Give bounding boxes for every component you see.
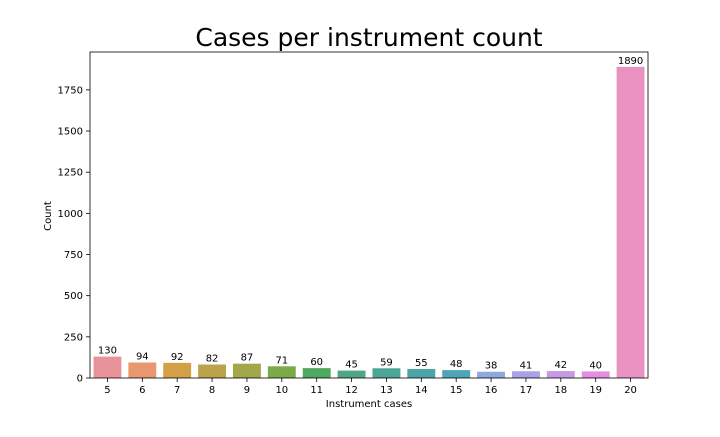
data-label-19: 40 (589, 360, 602, 371)
x-tick-label-18: 18 (554, 385, 567, 396)
x-tick-label-8: 8 (209, 385, 215, 396)
x-tick-label-12: 12 (345, 385, 358, 396)
x-tick-label-10: 10 (275, 385, 288, 396)
data-label-16: 38 (485, 361, 498, 372)
bar-7 (163, 362, 192, 378)
bar-11 (302, 368, 331, 378)
x-tick-label-17: 17 (520, 385, 533, 396)
bar-9 (232, 363, 261, 378)
data-label-18: 42 (554, 360, 567, 371)
data-label-17: 41 (520, 360, 533, 371)
data-label-5: 130 (98, 346, 117, 357)
x-tick-label-6: 6 (139, 385, 145, 396)
bar-13 (372, 368, 401, 378)
x-tick-label-7: 7 (174, 385, 180, 396)
x-tick-label-13: 13 (380, 385, 393, 396)
y-tick-label-750: 750 (64, 250, 83, 261)
chart-title: Cases per instrument count (195, 23, 542, 52)
data-label-20: 1890 (618, 56, 643, 67)
x-tick-label-11: 11 (310, 385, 323, 396)
bar-10 (267, 366, 296, 378)
data-label-13: 59 (380, 357, 393, 368)
data-label-8: 82 (206, 354, 219, 365)
y-tick-label-1250: 1250 (58, 168, 83, 179)
bar-14 (407, 368, 436, 378)
y-tick-label-1750: 1750 (58, 85, 83, 96)
bar-18 (546, 371, 575, 378)
y-tick-label-500: 500 (64, 291, 83, 302)
bar-6 (128, 362, 157, 378)
y-tick-label-1500: 1500 (58, 127, 83, 138)
x-tick-label-20: 20 (624, 385, 637, 396)
bar-20 (616, 66, 645, 378)
data-label-14: 55 (415, 358, 428, 369)
data-label-12: 45 (345, 360, 358, 371)
x-tick-label-15: 15 (450, 385, 463, 396)
y-tick-label-0: 0 (77, 374, 83, 385)
data-label-7: 92 (171, 352, 184, 363)
x-tick-label-16: 16 (485, 385, 498, 396)
data-label-6: 94 (136, 352, 149, 363)
y-axis-label: Count (43, 201, 54, 231)
x-tick-label-14: 14 (415, 385, 428, 396)
data-label-10: 71 (275, 355, 288, 366)
plot-area: 130 5 94 6 92 7 82 8 87 9 71 10 60 11 45 12 59 13 55 14 48 15… (58, 51, 649, 396)
x-tick-label-5: 5 (104, 385, 110, 396)
y-tick-label-1000: 1000 (58, 209, 83, 220)
bar-19 (581, 371, 610, 378)
bar-12 (337, 370, 366, 378)
x-tick-label-9: 9 (244, 385, 250, 396)
data-label-9: 87 (241, 353, 254, 364)
y-tick-label-250: 250 (64, 332, 83, 343)
data-label-15: 48 (450, 359, 463, 370)
plot-frame (89, 51, 649, 379)
bar-16 (477, 371, 506, 378)
bar-8 (198, 364, 227, 378)
data-label-11: 60 (310, 357, 323, 368)
bar-17 (511, 371, 540, 378)
x-tick-label-19: 19 (589, 385, 602, 396)
bar-15 (442, 370, 471, 378)
x-axis-label: Instrument cases (326, 399, 412, 410)
bar-5 (93, 356, 122, 378)
